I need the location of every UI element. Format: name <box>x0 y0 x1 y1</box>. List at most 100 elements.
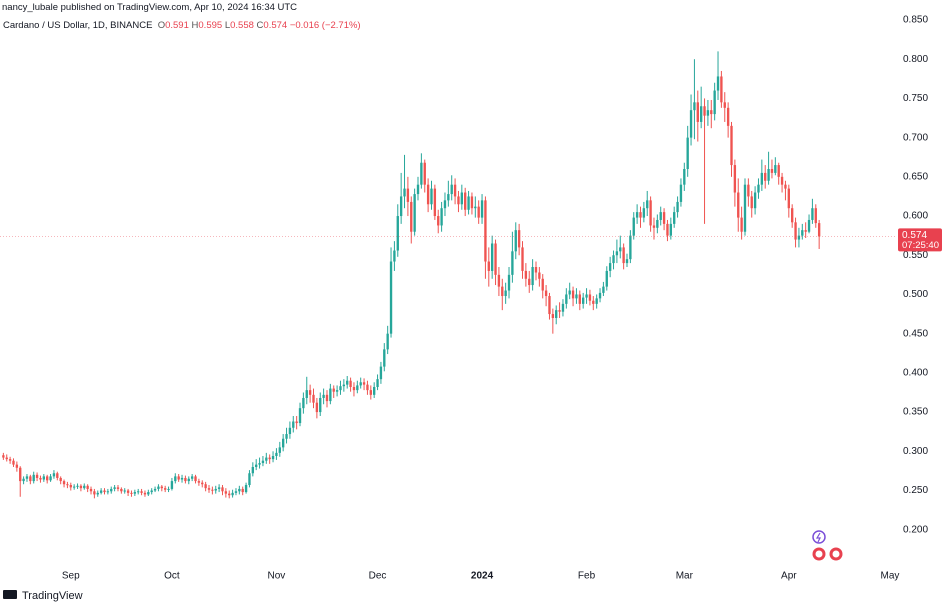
candle-body <box>76 485 79 487</box>
candle-body <box>201 482 204 485</box>
candle-body <box>686 137 689 169</box>
candle-body <box>86 485 89 489</box>
candle-body <box>689 110 693 138</box>
candle-body <box>730 125 733 166</box>
y-tick-label: 0.650 <box>903 171 928 182</box>
candle-body <box>625 259 629 264</box>
candle-body <box>298 408 302 424</box>
candle-body <box>346 380 349 385</box>
candle-body <box>585 294 588 298</box>
candle-body <box>558 310 561 312</box>
candle-body <box>224 491 228 494</box>
candle-body <box>450 184 453 195</box>
candle-body <box>659 212 662 220</box>
x-tick-label: Apr <box>781 571 797 582</box>
candle-body <box>143 492 147 495</box>
candle-body <box>93 491 96 495</box>
candle-body <box>679 184 683 202</box>
candle-body <box>447 194 450 201</box>
candle-body <box>713 90 716 115</box>
candle-body <box>693 102 696 111</box>
candle-body <box>777 165 780 177</box>
candle-body <box>683 168 686 185</box>
candle-body <box>25 476 29 479</box>
candle-body <box>676 201 679 213</box>
logo-text: TradingView <box>22 590 83 602</box>
alert-icon <box>812 530 826 544</box>
candle-body <box>325 394 329 402</box>
candle-body <box>703 106 706 116</box>
change: −0.016 (−2.71%) <box>289 20 361 31</box>
candle-body <box>32 474 35 482</box>
candle-body <box>150 490 153 493</box>
candle-body <box>470 196 474 209</box>
x-tick-label: May <box>880 571 899 582</box>
candle-body <box>197 481 201 483</box>
y-tick-label: 0.700 <box>903 132 928 143</box>
candle-body <box>652 225 656 228</box>
candle-body <box>79 485 83 489</box>
candle-body <box>349 380 352 387</box>
candle-body <box>635 212 639 218</box>
candle-body <box>217 487 221 489</box>
candle-body <box>399 196 403 217</box>
candle-body <box>511 251 514 275</box>
candle-body <box>335 390 339 392</box>
candle-body <box>160 486 163 489</box>
candle-body <box>248 473 251 486</box>
candle-body <box>275 452 278 456</box>
candle-body <box>807 219 811 232</box>
candle-body <box>797 235 801 240</box>
candle-body <box>83 485 86 489</box>
candle-body <box>89 488 93 492</box>
candle-body <box>521 247 524 271</box>
candle-body <box>69 485 72 488</box>
candle-body <box>315 402 319 413</box>
candle-body <box>96 492 99 495</box>
candle-body <box>52 473 56 477</box>
candle-body <box>312 394 315 403</box>
candle-body <box>464 192 467 210</box>
candle-body <box>366 384 369 391</box>
event-icon-inner <box>832 550 840 558</box>
candle-body <box>241 488 244 493</box>
candle-body <box>278 447 281 453</box>
candle-body <box>656 219 659 228</box>
candle-body <box>531 267 534 286</box>
candle-body <box>723 102 726 108</box>
candle-body <box>305 390 308 398</box>
candle-body <box>163 488 167 490</box>
candle-body <box>571 290 575 299</box>
candle-body <box>359 382 362 386</box>
candle-body <box>733 165 737 193</box>
candle-body <box>295 421 298 424</box>
last-price-label: 0.574 <box>902 230 927 241</box>
candle-body <box>170 481 174 489</box>
candle-body <box>383 349 386 367</box>
candle-body <box>410 201 413 232</box>
candle-body <box>575 294 578 299</box>
legend-line: Cardano / US Dollar, 1D, BINANCE O0.591 … <box>3 20 361 31</box>
candle-body <box>5 457 8 460</box>
candle-body <box>376 379 379 387</box>
candle-body <box>271 455 275 460</box>
candle-body <box>59 477 62 482</box>
candle-body <box>228 493 231 496</box>
candle-body <box>565 294 568 304</box>
candle-body <box>342 384 346 387</box>
candle-body <box>288 427 292 435</box>
low-value: 0.558 <box>230 20 254 31</box>
candle-body <box>261 460 265 464</box>
candle-body <box>706 110 710 116</box>
x-tick-label: Sep <box>62 571 80 582</box>
candle-body <box>787 188 790 209</box>
candle-body <box>699 106 703 122</box>
y-tick-label: 0.250 <box>903 485 928 496</box>
candle-body <box>147 492 150 495</box>
candle-body <box>747 184 750 197</box>
candle-body <box>767 168 770 181</box>
candle-body <box>443 200 447 209</box>
candle-body <box>352 386 356 391</box>
